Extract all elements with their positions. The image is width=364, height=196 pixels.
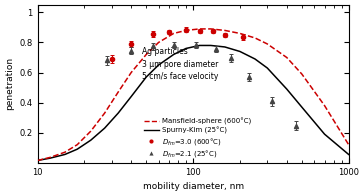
X-axis label: mobility diameter, nm: mobility diameter, nm <box>143 182 244 191</box>
Legend: Mansfield-sphere (600°C), Spurny-Kim (25°C), $D_{fm}$=3.0 (600°C), $D_{fm}$=2.1 : Mansfield-sphere (600°C), Spurny-Kim (25… <box>144 118 251 159</box>
Text: Ag particles
3 μm pore diameter
5 cm/s face velocity: Ag particles 3 μm pore diameter 5 cm/s f… <box>142 47 218 82</box>
Y-axis label: penetration: penetration <box>5 57 14 110</box>
